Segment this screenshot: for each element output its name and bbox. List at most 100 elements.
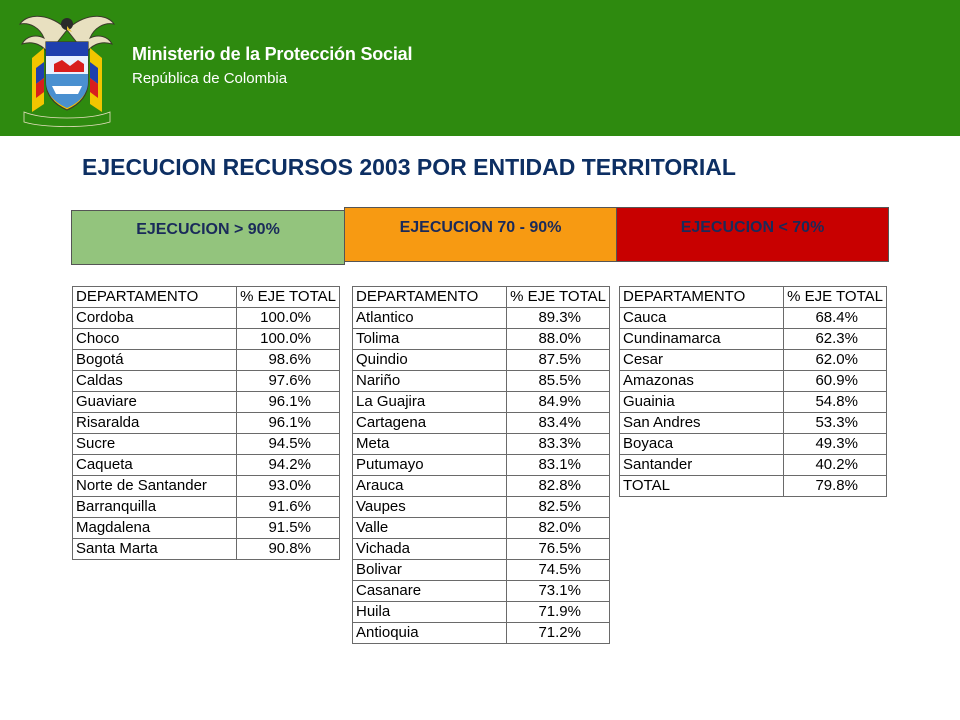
table-row: Antioquia 71.2% (351, 622, 610, 644)
department-cell: Santander (618, 454, 785, 476)
table-row: Tolima 88.0% (351, 328, 610, 350)
column-header-percent: % EJE TOTAL (236, 286, 340, 308)
percent-cell: 87.5% (506, 349, 610, 371)
department-cell: Guainia (618, 391, 785, 413)
department-cell: Cauca (618, 307, 785, 329)
table-row: Bolivar 74.5% (351, 559, 610, 581)
category-label-low: EJECUCION < 70% (680, 219, 825, 236)
category-header-mid: EJECUCION 70 - 90% (344, 207, 617, 262)
department-cell: Vichada (351, 538, 508, 560)
table-row: Guainia 54.8% (618, 391, 887, 413)
percent-cell: 62.0% (783, 349, 887, 371)
department-cell: Quindio (351, 349, 508, 371)
department-cell: Tolima (351, 328, 508, 350)
table-row: Amazonas 60.9% (618, 370, 887, 392)
percent-cell: 71.9% (506, 601, 610, 623)
column-header-percent: % EJE TOTAL (783, 286, 887, 308)
percent-cell: 71.2% (506, 622, 610, 644)
department-cell: Barranquilla (71, 496, 238, 518)
department-cell: Sucre (71, 433, 238, 455)
department-cell: Bolivar (351, 559, 508, 581)
department-cell: Casanare (351, 580, 508, 602)
table-row: Barranquilla 91.6% (71, 496, 340, 518)
table-row: San Andres 53.3% (618, 412, 887, 434)
table-row: Santander 40.2% (618, 454, 887, 476)
department-cell: Huila (351, 601, 508, 623)
department-cell: Cundinamarca (618, 328, 785, 350)
org-subtitle: República de Colombia (132, 70, 288, 87)
percent-cell: 90.8% (236, 538, 340, 560)
department-cell: Guaviare (71, 391, 238, 413)
table-row: Cundinamarca 62.3% (618, 328, 887, 350)
percent-cell: 91.5% (236, 517, 340, 539)
column-header-department: DEPARTAMENTO (71, 286, 238, 308)
department-cell: Magdalena (71, 517, 238, 539)
percent-cell: 54.8% (783, 391, 887, 413)
table-row: Atlantico 89.3% (351, 307, 610, 329)
table-row: TOTAL 79.8% (618, 475, 887, 497)
table-row: Magdalena 91.5% (71, 517, 340, 539)
table-header-row: DEPARTAMENTO% EJE TOTAL (618, 286, 887, 308)
percent-cell: 76.5% (506, 538, 610, 560)
department-cell: La Guajira (351, 391, 508, 413)
department-cell: Cesar (618, 349, 785, 371)
department-cell: Boyaca (618, 433, 785, 455)
percent-cell: 68.4% (783, 307, 887, 329)
percent-cell: 79.8% (783, 475, 887, 497)
table-row: Choco 100.0% (71, 328, 340, 350)
percent-cell: 88.0% (506, 328, 610, 350)
department-cell: Santa Marta (71, 538, 238, 560)
department-cell: Choco (71, 328, 238, 350)
table-row: Guaviare 96.1% (71, 391, 340, 413)
category-label-high: EJECUCION > 90% (136, 221, 280, 238)
table-row: Risaralda 96.1% (71, 412, 340, 434)
table-row: Meta 83.3% (351, 433, 610, 455)
table-row: Santa Marta 90.8% (71, 538, 340, 560)
department-cell: San Andres (618, 412, 785, 434)
percent-cell: 62.3% (783, 328, 887, 350)
percent-cell: 85.5% (506, 370, 610, 392)
percent-cell: 40.2% (783, 454, 887, 476)
department-cell: Arauca (351, 475, 508, 497)
table-row: Quindio 87.5% (351, 349, 610, 371)
percent-cell: 100.0% (236, 307, 340, 329)
department-cell: Vaupes (351, 496, 508, 518)
table-row: La Guajira 84.9% (351, 391, 610, 413)
department-cell: Valle (351, 517, 508, 539)
percent-cell: 91.6% (236, 496, 340, 518)
department-cell: Cordoba (71, 307, 238, 329)
percent-cell: 94.5% (236, 433, 340, 455)
table-row: Norte de Santander 93.0% (71, 475, 340, 497)
category-header-low: EJECUCION < 70% (616, 207, 889, 262)
percent-cell: 96.1% (236, 412, 340, 434)
category-header-high: EJECUCION > 90% (71, 210, 345, 265)
column-header-department: DEPARTAMENTO (618, 286, 785, 308)
table-low-execution: DEPARTAMENTO% EJE TOTAL Cauca 68.4% Cundina… (618, 286, 887, 497)
percent-cell: 83.4% (506, 412, 610, 434)
table-row: Boyaca 49.3% (618, 433, 887, 455)
percent-cell: 89.3% (506, 307, 610, 329)
table-row: Cauca 68.4% (618, 307, 887, 329)
department-cell: Putumayo (351, 454, 508, 476)
table-row: Cartagena 83.4% (351, 412, 610, 434)
table-row: Vichada 76.5% (351, 538, 610, 560)
category-label-mid: EJECUCION 70 - 90% (399, 219, 562, 236)
department-cell: Amazonas (618, 370, 785, 392)
table-header-row: DEPARTAMENTO% EJE TOTAL (351, 286, 610, 308)
table-row: Vaupes 82.5% (351, 496, 610, 518)
percent-cell: 84.9% (506, 391, 610, 413)
department-cell: Bogotá (71, 349, 238, 371)
table-row: Bogotá 98.6% (71, 349, 340, 371)
department-cell: TOTAL (618, 475, 785, 497)
percent-cell: 83.3% (506, 433, 610, 455)
percent-cell: 73.1% (506, 580, 610, 602)
table-row: Casanare 73.1% (351, 580, 610, 602)
table-row: Cesar 62.0% (618, 349, 887, 371)
department-cell: Caqueta (71, 454, 238, 476)
header-bar: Ministerio de la Protección Social Repúb… (0, 0, 960, 136)
department-cell: Norte de Santander (71, 475, 238, 497)
percent-cell: 49.3% (783, 433, 887, 455)
department-cell: Meta (351, 433, 508, 455)
table-row: Valle 82.0% (351, 517, 610, 539)
percent-cell: 93.0% (236, 475, 340, 497)
